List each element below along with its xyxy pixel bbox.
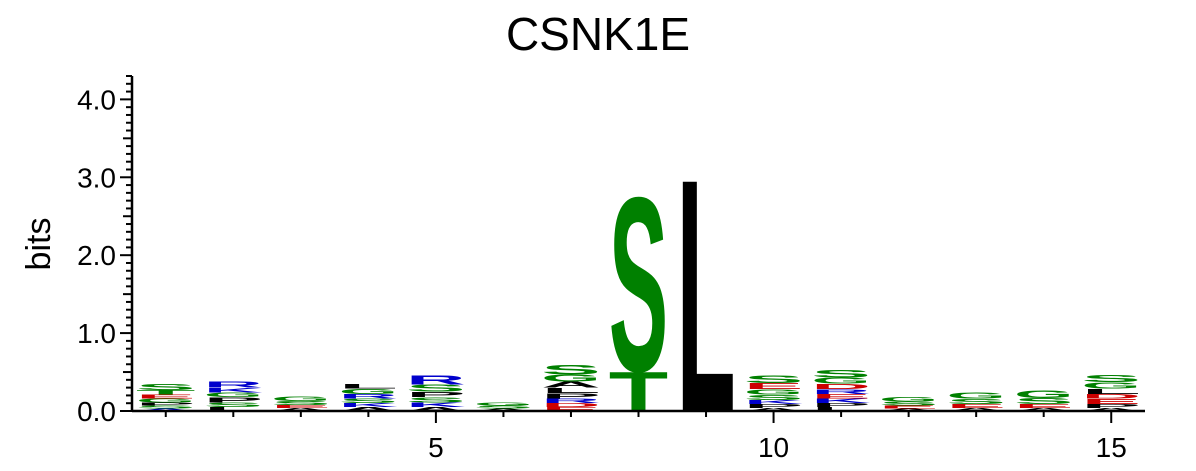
- logo-letter: P: [136, 402, 195, 407]
- logo-letter: P: [1082, 403, 1141, 409]
- logo-letter: S: [339, 397, 398, 404]
- logo-letter: G: [271, 395, 330, 402]
- logo-letter: G: [474, 402, 533, 407]
- logo-letter: S: [744, 393, 803, 401]
- logo-letter: G: [339, 387, 398, 396]
- logo-letter: E: [946, 403, 1005, 409]
- logo-letter: P: [744, 403, 803, 409]
- logo-letter: A: [946, 407, 1005, 412]
- logo-letter: E: [744, 382, 803, 392]
- logo-letter: S: [744, 373, 803, 385]
- logo-letter: S: [1082, 374, 1141, 385]
- logo-letter: S: [136, 382, 195, 392]
- logo-letter: T: [136, 389, 195, 396]
- logo-letter: S: [406, 383, 465, 394]
- logo-letter: S: [811, 368, 870, 380]
- logo-letter: R: [406, 373, 465, 387]
- x-tick-label: 10: [758, 432, 789, 463]
- logo-letter: G: [879, 396, 938, 403]
- logo-letter: L: [204, 406, 263, 412]
- logo-letter: S: [406, 396, 465, 404]
- logo-letter: S: [204, 401, 263, 408]
- logo-letter: G: [204, 391, 263, 398]
- logo-letter: P: [204, 396, 263, 404]
- logo-letter: L: [811, 406, 870, 412]
- y-tick-label: 4.0: [77, 84, 116, 115]
- logo-letter: E: [1082, 397, 1141, 405]
- logo-letter: G: [744, 388, 803, 397]
- logo-letter: S: [609, 145, 668, 423]
- logo-letter: L: [541, 386, 600, 394]
- logo-letter: S: [474, 405, 533, 410]
- logo-letter: E: [271, 404, 330, 409]
- logo-letter: D: [811, 382, 870, 390]
- logo-letter: S: [541, 362, 600, 378]
- logo-letter: G: [811, 376, 870, 386]
- x-tick-label: 5: [428, 432, 444, 463]
- logo-letter: R: [541, 397, 600, 404]
- logo-letter: R: [339, 393, 398, 400]
- logo-letter: K: [406, 401, 465, 408]
- y-tick-label: 3.0: [77, 162, 116, 193]
- y-tick-label: 2.0: [77, 240, 116, 271]
- y-axis-label: bits: [20, 218, 58, 271]
- logo-letter: P: [541, 392, 600, 400]
- logo-letter: P: [811, 402, 870, 408]
- logo-letter: A: [744, 407, 803, 412]
- logo-letter: A: [271, 407, 330, 412]
- logo-letter: S: [946, 397, 1005, 405]
- logo-letter: K: [744, 399, 803, 405]
- logo-letter: D: [541, 402, 600, 408]
- logo-letter: S: [271, 400, 330, 406]
- logo-letter: E: [811, 393, 870, 400]
- logo-letter: P: [406, 390, 465, 398]
- logo-letter: A: [1082, 407, 1141, 412]
- logo-letter: S: [136, 405, 195, 410]
- logo-letter: E: [541, 406, 600, 412]
- logo-letter: E: [879, 405, 938, 410]
- logo-letter: A: [406, 406, 465, 412]
- logo-letter: G: [1014, 388, 1073, 400]
- y-tick-label: 1.0: [77, 318, 116, 349]
- logo-letter: A: [1014, 407, 1073, 412]
- logo-letter: L: [1082, 387, 1141, 395]
- logo-letter: A: [541, 380, 600, 390]
- logo-letter: K: [204, 387, 263, 394]
- logo-letter: R: [204, 380, 263, 390]
- logo-letter: K: [811, 397, 870, 404]
- logo-letter: G: [946, 391, 1005, 401]
- logo-letter: S: [879, 401, 938, 407]
- x-tick-label: 15: [1096, 432, 1127, 463]
- logo-letter: K: [339, 402, 398, 408]
- logo-letter: G: [136, 398, 195, 404]
- y-tick-label: 0.0: [77, 396, 116, 427]
- logo-letter: E: [1014, 403, 1073, 409]
- logo-stack-8: TS: [609, 145, 668, 423]
- logo-letter: L: [339, 383, 398, 390]
- logo-letter: E: [136, 394, 195, 400]
- chart-title: CSNK1E: [506, 8, 690, 60]
- logo-letter: A: [339, 406, 398, 412]
- logo-letter: R: [811, 388, 870, 395]
- logo-letter: D: [1082, 393, 1141, 400]
- logo-letter: G: [1082, 381, 1141, 391]
- axes: 0.0 1.0 2.0 3.0 4.0 5 10 15: [77, 75, 1145, 463]
- logo-letter: S: [1014, 396, 1073, 406]
- logo-letter: G: [541, 373, 600, 384]
